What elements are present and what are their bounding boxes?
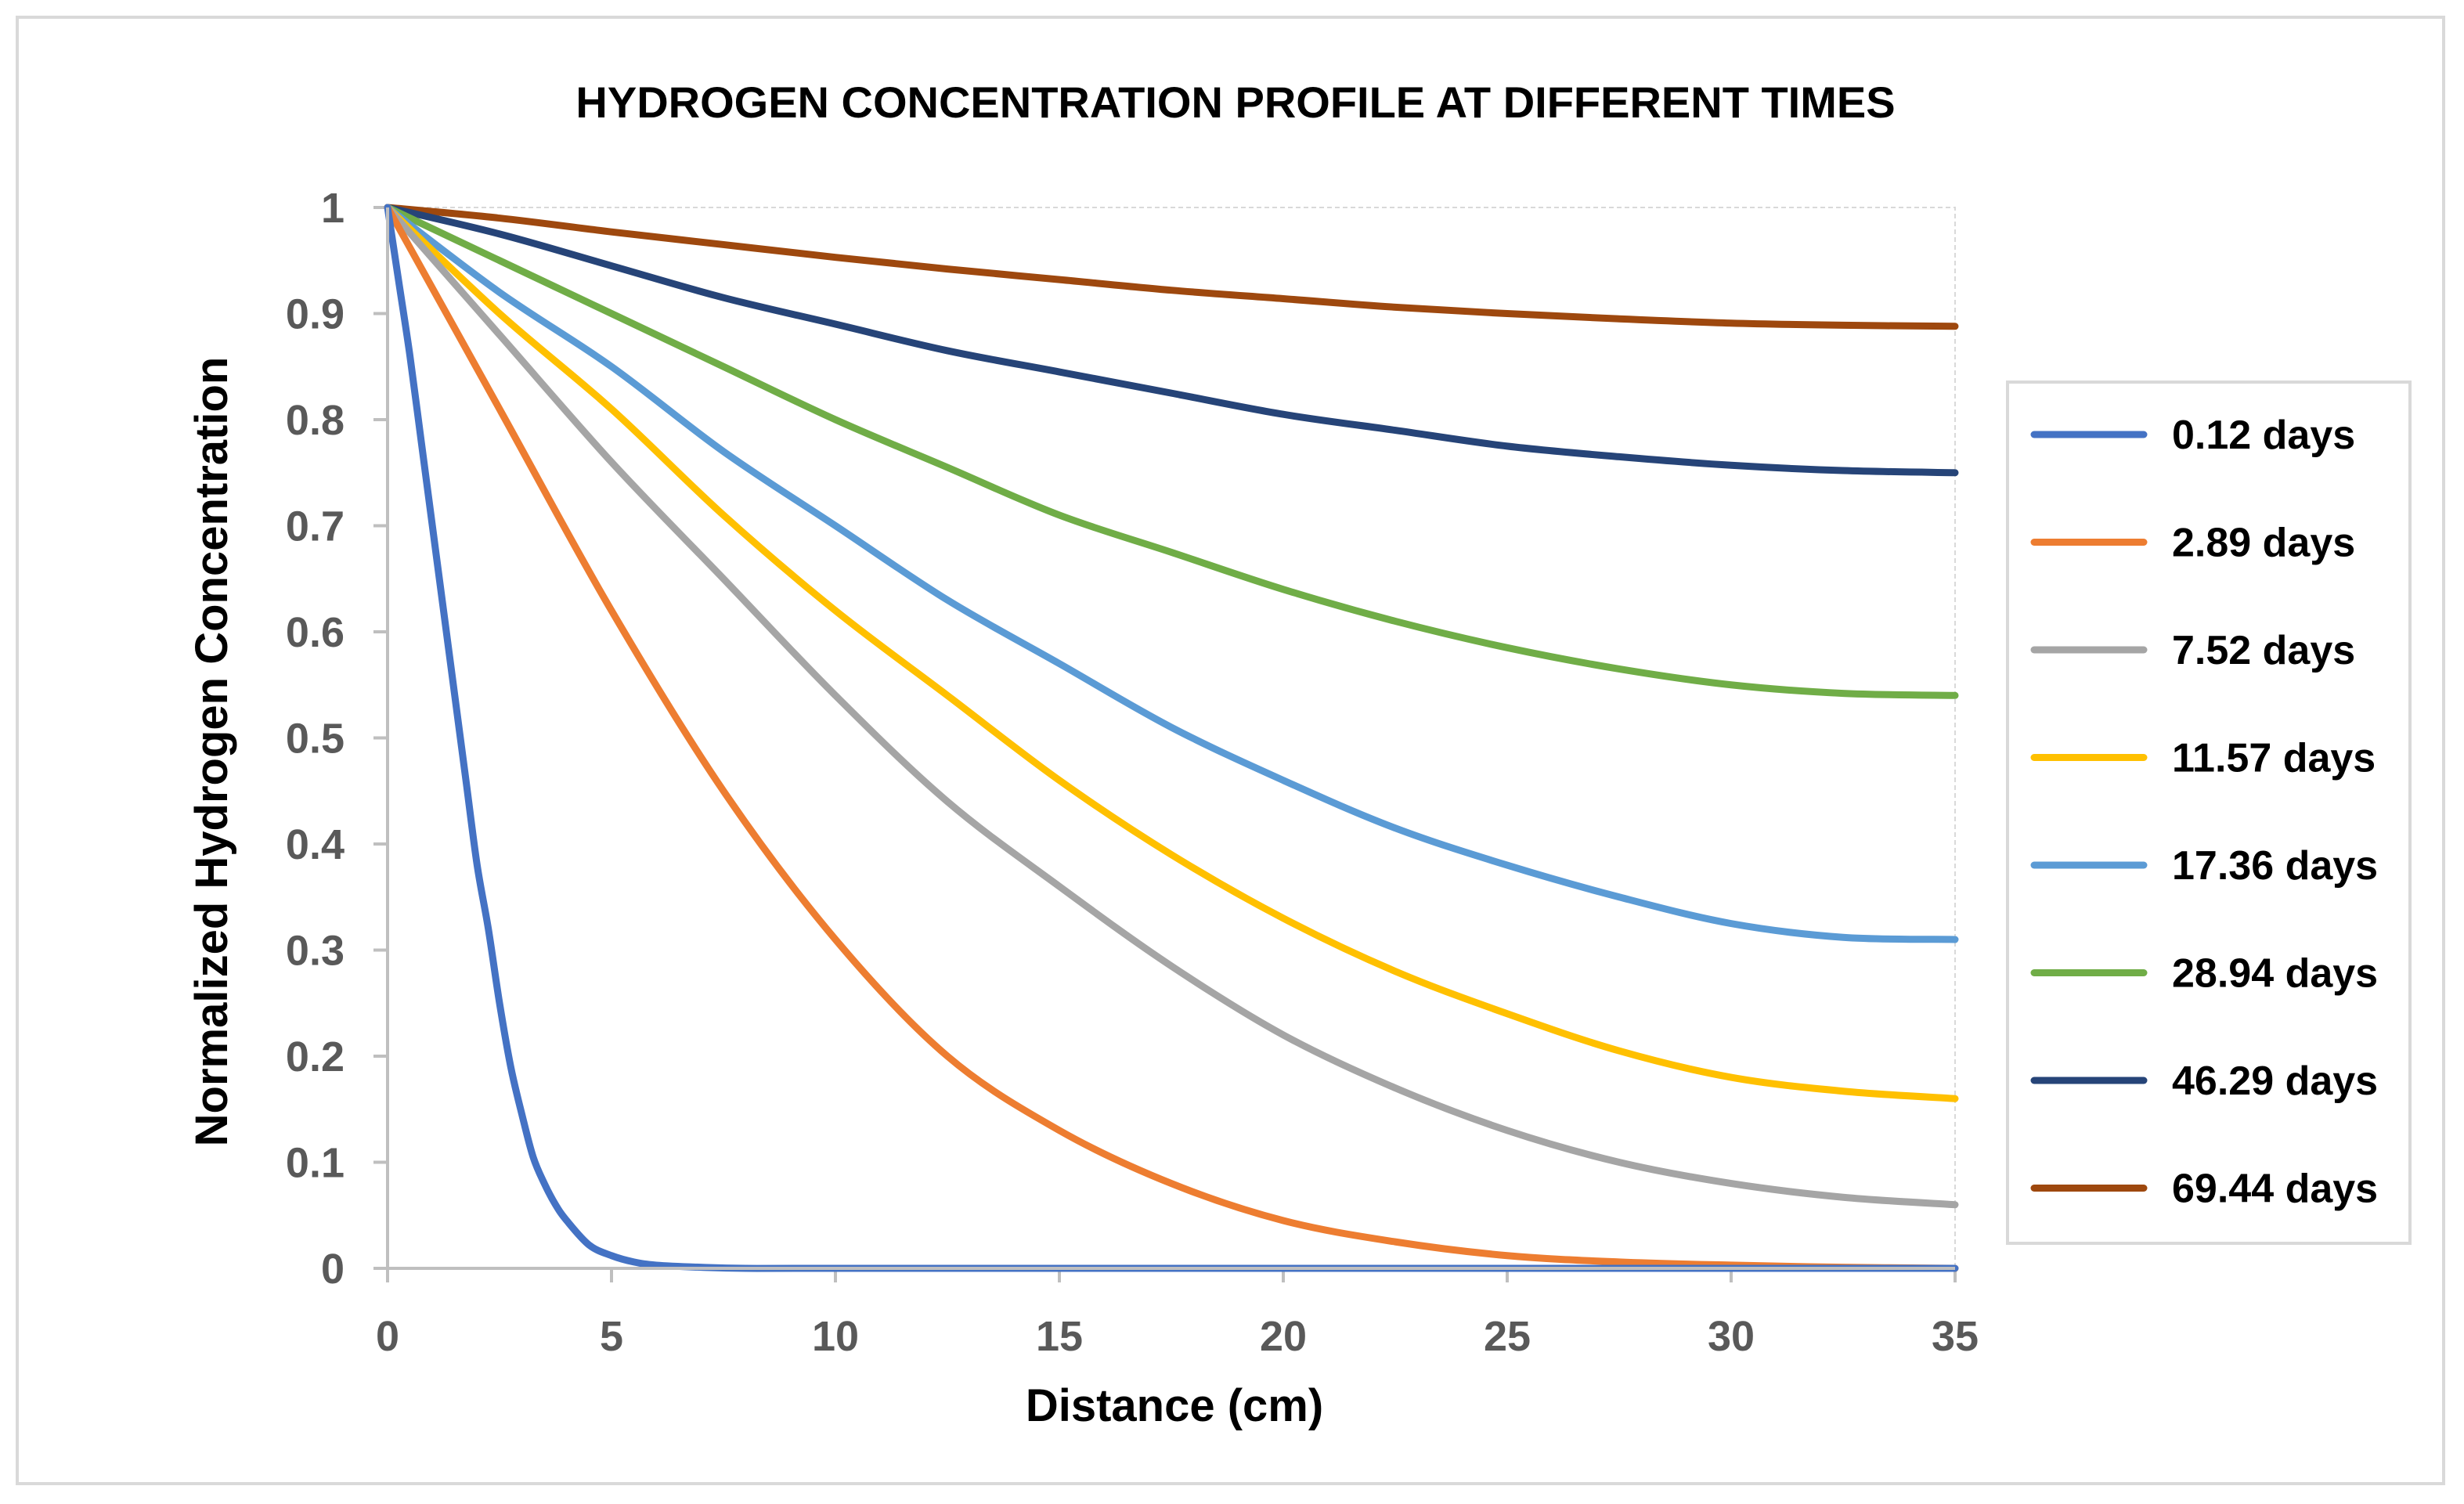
legend-label: 17.36 days	[2172, 843, 2378, 889]
chart-title: HYDROGEN CONCENTRATION PROFILE AT DIFFER…	[575, 78, 1895, 127]
legend-label: 0.12 days	[2172, 413, 2355, 458]
y-axis-label: Normalized Hydrogen Concentration	[186, 357, 237, 1147]
y-tick-label: 0.2	[286, 1033, 345, 1080]
series-line-11-57-days	[384, 204, 1959, 1102]
series-layer	[384, 204, 1959, 1272]
legend-label: 11.57 days	[2172, 736, 2376, 781]
x-tick-label: 30	[1708, 1313, 1755, 1360]
x-tick-label: 15	[1036, 1313, 1083, 1360]
x-tick-label: 20	[1260, 1313, 1307, 1360]
plot-area	[387, 207, 1956, 1269]
x-tick-label: 35	[1932, 1313, 1979, 1360]
series-line-7-52-days	[384, 204, 1959, 1209]
legend-label: 28.94 days	[2172, 951, 2378, 997]
legend: 0.12 days 2.89 days 7.52 days 11.57 days 17.…	[2006, 381, 2412, 1245]
legend-label: 46.29 days	[2172, 1059, 2378, 1104]
y-tick-label: 0.1	[286, 1140, 345, 1187]
legend-label: 69.44 days	[2172, 1167, 2378, 1212]
x-tick-label: 25	[1484, 1313, 1531, 1360]
legend-label: 7.52 days	[2172, 628, 2355, 673]
x-tick-label: 0	[376, 1313, 399, 1360]
x-axis-ticks: 0 5 10 15 20 25 30 35	[376, 1268, 1979, 1360]
x-tick-label: 10	[812, 1313, 859, 1360]
y-tick-label: 0.3	[286, 928, 345, 975]
y-tick-label: 0.9	[286, 291, 345, 338]
x-tick-label: 5	[600, 1313, 623, 1360]
y-tick-label: 0.5	[286, 716, 345, 763]
y-tick-label: 0.7	[286, 503, 345, 550]
y-tick-label: 0	[321, 1246, 345, 1293]
y-tick-label: 0.4	[286, 821, 345, 868]
series-line-2-89-days	[384, 204, 1959, 1272]
legend-box	[2006, 381, 2412, 1245]
y-tick-label: 1	[321, 185, 345, 232]
x-axis-label: Distance (cm)	[1026, 1380, 1323, 1431]
series-line-17-36-days	[384, 204, 1959, 943]
series-line-46-29-days	[384, 204, 1959, 477]
series-line-69-44-days	[384, 204, 1959, 330]
series-line-28-94-days	[384, 204, 1959, 699]
y-axis-ticks: 0 0.1 0.2 0.3 0.4 0.5 0.6 0.7 0.8 0.9 1	[286, 185, 388, 1293]
series-line-0-12-days	[384, 204, 1959, 1272]
y-tick-label: 0.8	[286, 397, 345, 444]
y-tick-label: 0.6	[286, 609, 345, 656]
legend-label: 2.89 days	[2172, 521, 2355, 566]
plot-area-border	[387, 207, 1956, 1269]
